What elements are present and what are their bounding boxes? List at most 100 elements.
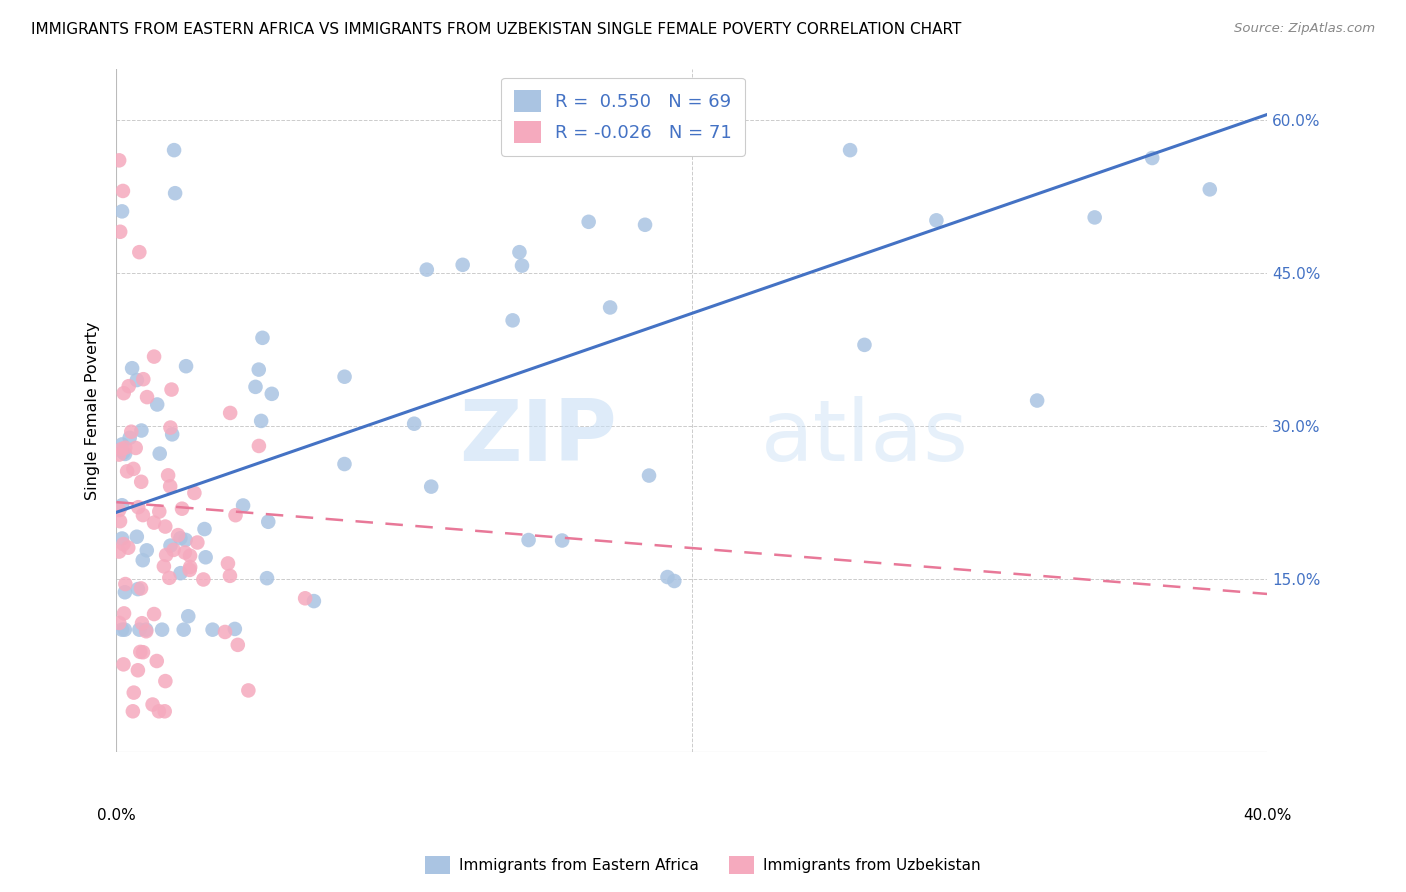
Point — [162, 542, 184, 557]
Point — [257, 515, 280, 529]
Point — [167, 528, 190, 542]
Point — [115, 464, 138, 478]
Point — [114, 623, 136, 637]
Point — [179, 563, 201, 577]
Point — [155, 674, 177, 689]
Point — [174, 359, 197, 374]
Point — [131, 424, 153, 438]
Point — [122, 685, 145, 699]
Point — [136, 390, 159, 404]
Point — [256, 571, 278, 585]
Text: 40.0%: 40.0% — [1243, 808, 1292, 823]
Point — [217, 557, 239, 571]
Point — [112, 386, 135, 401]
Point — [145, 654, 167, 668]
Point — [114, 447, 136, 461]
Point — [502, 313, 524, 327]
Point — [125, 373, 148, 387]
Point — [219, 406, 242, 420]
Point — [114, 441, 136, 455]
Point — [125, 441, 148, 455]
Point — [108, 514, 131, 528]
Point — [159, 479, 181, 493]
Point — [226, 638, 249, 652]
Point — [510, 259, 533, 273]
Point — [1198, 182, 1220, 196]
Point — [112, 537, 135, 551]
Point — [451, 258, 474, 272]
Point — [657, 570, 679, 584]
Point — [194, 550, 217, 565]
Point — [111, 498, 134, 512]
Point — [333, 457, 356, 471]
Point — [1142, 151, 1164, 165]
Point — [122, 462, 145, 476]
Point — [128, 245, 150, 260]
Point — [153, 704, 176, 718]
Legend: Immigrants from Eastern Africa, Immigrants from Uzbekistan: Immigrants from Eastern Africa, Immigran… — [419, 850, 987, 880]
Point — [111, 623, 134, 637]
Point — [1026, 393, 1049, 408]
Point — [250, 414, 273, 428]
Point — [163, 143, 186, 157]
Point — [127, 500, 149, 515]
Point — [294, 591, 316, 606]
Point — [120, 425, 142, 439]
Point — [118, 379, 141, 393]
Point — [225, 508, 247, 523]
Point — [129, 645, 152, 659]
Point — [664, 574, 686, 588]
Point — [108, 448, 131, 462]
Point — [121, 704, 143, 718]
Point — [160, 427, 183, 442]
Point — [302, 594, 325, 608]
Text: Source: ZipAtlas.com: Source: ZipAtlas.com — [1234, 22, 1375, 36]
Point — [599, 301, 621, 315]
Point — [165, 186, 187, 201]
Point — [135, 543, 157, 558]
Point — [416, 262, 439, 277]
Point — [114, 577, 136, 591]
Point — [159, 420, 181, 434]
Point — [232, 499, 254, 513]
Point — [117, 541, 139, 555]
Point — [638, 468, 661, 483]
Point — [108, 503, 131, 517]
Point — [150, 623, 173, 637]
Point — [245, 380, 267, 394]
Point — [143, 516, 166, 530]
Point — [108, 615, 131, 630]
Point — [132, 372, 155, 386]
Point — [551, 533, 574, 548]
Point — [169, 566, 191, 581]
Point — [112, 445, 135, 459]
Point — [108, 225, 131, 239]
Point — [173, 623, 195, 637]
Point — [260, 387, 283, 401]
Y-axis label: Single Female Poverty: Single Female Poverty — [86, 321, 100, 500]
Point — [183, 486, 205, 500]
Point — [155, 548, 177, 562]
Point — [333, 369, 356, 384]
Point — [174, 533, 197, 547]
Point — [146, 397, 169, 411]
Point — [201, 623, 224, 637]
Point — [112, 657, 135, 672]
Point — [110, 442, 132, 456]
Point — [153, 559, 176, 574]
Point — [177, 609, 200, 624]
Point — [157, 571, 180, 585]
Point — [159, 539, 181, 553]
Point — [1084, 211, 1107, 225]
Point — [252, 331, 274, 345]
Point — [111, 184, 134, 198]
Text: IMMIGRANTS FROM EASTERN AFRICA VS IMMIGRANTS FROM UZBEKISTAN SINGLE FEMALE POVER: IMMIGRANTS FROM EASTERN AFRICA VS IMMIGR… — [31, 22, 962, 37]
Point — [112, 607, 135, 621]
Point — [127, 663, 149, 677]
Point — [578, 215, 600, 229]
Point — [193, 522, 215, 536]
Point — [186, 535, 208, 549]
Point — [247, 439, 270, 453]
Point — [214, 624, 236, 639]
Point — [169, 531, 191, 545]
